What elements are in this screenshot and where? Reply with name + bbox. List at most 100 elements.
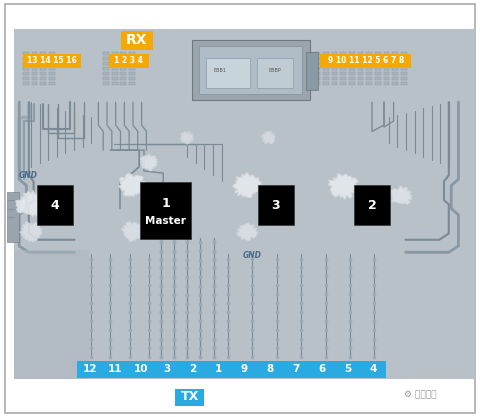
Bar [349,62,355,65]
Text: 1: 1 [215,364,222,374]
Text: 7: 7 [292,364,300,374]
Text: 13 14 15 16: 13 14 15 16 [27,56,77,65]
Polygon shape [391,186,412,204]
Bar [366,57,372,60]
Text: GND: GND [18,171,37,181]
Bar [401,67,407,70]
Bar [384,52,389,55]
Bar [358,52,363,55]
Bar [271,62,277,65]
Bar [129,77,135,80]
Bar [288,72,294,75]
Bar [49,57,55,60]
Bar [323,77,329,80]
Text: 11: 11 [108,364,123,374]
Bar [375,62,381,65]
Bar [297,82,303,85]
Bar [271,72,277,75]
Bar [358,77,363,80]
Text: GND: GND [242,251,262,260]
Bar [120,52,126,55]
Bar [288,77,294,80]
Bar [192,40,310,100]
Bar [375,67,381,70]
Bar [392,77,398,80]
Bar [366,72,372,75]
Bar [23,77,29,80]
Bar [297,52,303,55]
Bar [77,361,386,378]
Bar [314,52,320,55]
Bar [314,62,320,65]
Bar [306,52,312,55]
Bar [340,57,346,60]
Bar [354,186,390,225]
Text: 8: 8 [267,364,274,374]
Bar [340,77,346,80]
Bar [32,57,37,60]
Bar [314,72,320,75]
Bar [306,77,312,80]
Text: TX: TX [180,390,199,404]
Bar [392,67,398,70]
Polygon shape [180,131,193,144]
Bar [366,52,372,55]
Text: 2: 2 [189,364,196,374]
Bar [112,57,118,60]
Bar [49,82,55,85]
Bar [14,250,89,379]
Bar [23,82,29,85]
Bar [112,67,118,70]
Bar [306,72,312,75]
Text: 9: 9 [241,364,248,374]
Bar [103,82,109,85]
Bar [103,77,109,80]
Bar [340,72,346,75]
Bar [332,52,337,55]
Text: 3: 3 [164,364,171,374]
Bar [349,67,355,70]
Bar [297,67,303,70]
Bar [280,52,286,55]
Bar [32,67,37,70]
Bar [112,77,118,80]
Bar [112,62,118,65]
Bar [288,67,294,70]
Bar [314,67,320,70]
Bar [358,67,363,70]
Bar [401,72,407,75]
Bar [323,52,329,55]
Bar [366,62,372,65]
Bar [49,72,55,75]
Bar [384,62,389,65]
Bar [306,82,312,85]
Bar [349,82,355,85]
Bar [271,57,277,60]
Bar [280,67,286,70]
Bar [288,82,294,85]
Bar [358,62,363,65]
Bar [129,67,135,70]
Bar [32,52,37,55]
Bar [366,77,372,80]
Bar [49,77,55,80]
Bar [14,29,475,379]
Bar [288,52,294,55]
Bar [288,62,294,65]
Bar [392,72,398,75]
Bar [103,72,109,75]
Bar [129,82,135,85]
Bar [280,77,286,80]
Bar [120,82,126,85]
Bar [297,72,303,75]
Bar [271,77,277,80]
Text: 4: 4 [51,198,60,212]
Bar [323,62,329,65]
Bar [384,57,389,60]
Text: 12: 12 [83,364,97,374]
Bar [23,54,81,68]
Polygon shape [20,222,42,241]
Bar [375,57,381,60]
Bar [401,77,407,80]
Bar [358,82,363,85]
